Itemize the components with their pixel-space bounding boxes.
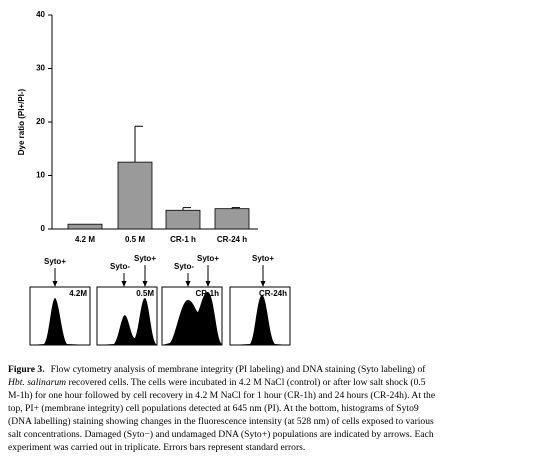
y-tick-label: 20 (36, 117, 45, 126)
bar (67, 223, 103, 230)
caption-label: Figure 3. (8, 364, 45, 375)
x-tick-label: 0.5 M (125, 235, 145, 244)
arrow-head (52, 281, 58, 287)
species-name: Hbt. salinarum (7, 377, 66, 388)
arrow-head (121, 281, 127, 287)
x-tick-label: 4.2 M (75, 235, 95, 244)
arrow-label: Syto+ (134, 254, 156, 263)
histogram-peak (162, 292, 222, 345)
arrow-head (142, 281, 148, 287)
caption-line: Hbt. salinarum recovered cells. The cell… (7, 377, 426, 388)
arrow-head (260, 281, 266, 287)
y-axis-label: Dye ratio (PI+/PI-) (17, 88, 26, 155)
arrow-head (205, 281, 211, 287)
histogram-peak (97, 298, 157, 345)
histogram-label: CR-24h (259, 289, 287, 298)
histogram-peak (30, 298, 90, 345)
caption-line: salt concentrations. Damaged (Syto−) and… (8, 429, 434, 440)
y-tick-label: 30 (36, 64, 45, 73)
histogram-panel: 4.2MSyto+0.5MSyto-Syto+CR-1hSyto-Syto+CR… (29, 254, 291, 346)
arrow-label: Syto+ (252, 254, 274, 263)
y-tick-label: 40 (36, 10, 45, 19)
x-tick-label: CR-24 h (217, 235, 247, 244)
histogram-label: 4.2M (69, 289, 87, 298)
caption-text: Flow cytometry analysis of membrane inte… (51, 364, 427, 375)
histogram-label: CR-1h (195, 289, 219, 298)
histogram-label: 0.5M (136, 289, 154, 298)
arrow-label: Syto- (110, 262, 130, 271)
arrow-label: Syto+ (197, 254, 219, 263)
caption-text: recovered cells. The cells were incubate… (66, 377, 426, 388)
y-tick-label: 10 (36, 171, 45, 180)
caption-line: (DNA labelling) staining showing changes… (8, 416, 434, 427)
caption: Figure 3. Flow cytometry analysis of memb… (7, 364, 435, 453)
y-tick-label: 0 (41, 224, 46, 233)
histogram-peak (230, 295, 290, 345)
arrow-label: Syto+ (44, 257, 66, 266)
x-tick-label: CR-1 h (170, 235, 196, 244)
bar (165, 209, 201, 230)
caption-line: experiment was carried out in triplicate… (8, 442, 305, 453)
caption-line: top, PI+ (membrane integrity) cell popul… (8, 403, 419, 414)
bar (214, 208, 250, 230)
bar (117, 161, 153, 230)
arrow-head (185, 281, 191, 287)
caption-line: Figure 3. Flow cytometry analysis of memb… (8, 364, 426, 375)
caption-line: M-1h) for one hour followed by cell reco… (8, 390, 435, 401)
arrow-label: Syto- (174, 262, 194, 271)
